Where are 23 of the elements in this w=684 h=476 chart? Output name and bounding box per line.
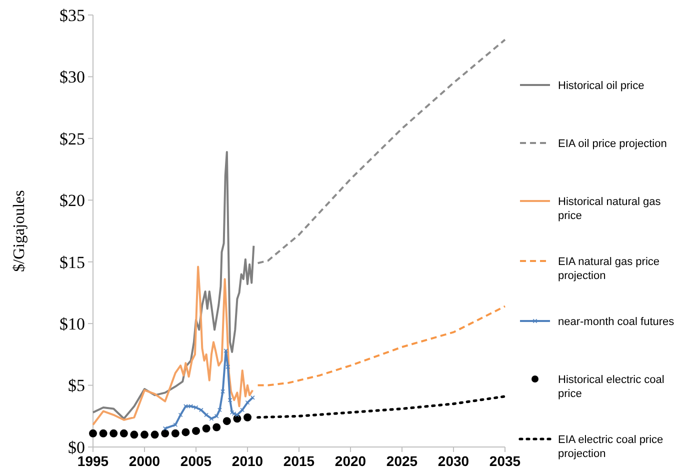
y-tick-label: $15 — [60, 252, 85, 272]
legend-label: EIA natural gas price projection — [558, 256, 660, 282]
x-tick-label: 2005 — [180, 453, 212, 469]
legend-label: EIA oil price projection — [558, 138, 667, 150]
y-tick-label: $30 — [60, 68, 85, 87]
y-tick-label: $5 — [68, 376, 85, 396]
x-tick-label: 2030 — [438, 453, 470, 469]
y-tick-label: $20 — [60, 191, 85, 210]
legend-label: Historical oil price — [558, 80, 644, 92]
y-tick-label: $25 — [60, 129, 85, 148]
x-tick-label: 2010 — [232, 453, 264, 469]
legend-label: Historical electric coal price — [558, 374, 664, 400]
y-tick-label: $35 — [60, 6, 85, 25]
x-tick-label: 2020 — [334, 453, 366, 469]
x-tick-label: 2035 — [489, 453, 521, 469]
legend-label: near-month coal futures — [558, 316, 675, 328]
legend-label: EIA electric coal price projection — [558, 434, 664, 460]
y-tick-label: $10 — [60, 314, 85, 334]
legend-label: Historical natural gas price — [558, 196, 662, 222]
x-tick-label: 2015 — [283, 453, 315, 469]
y-axis-title: $/Gigajoules — [11, 190, 28, 272]
x-tick-label: 2025 — [386, 453, 418, 469]
x-tick-label: 2000 — [128, 453, 160, 469]
